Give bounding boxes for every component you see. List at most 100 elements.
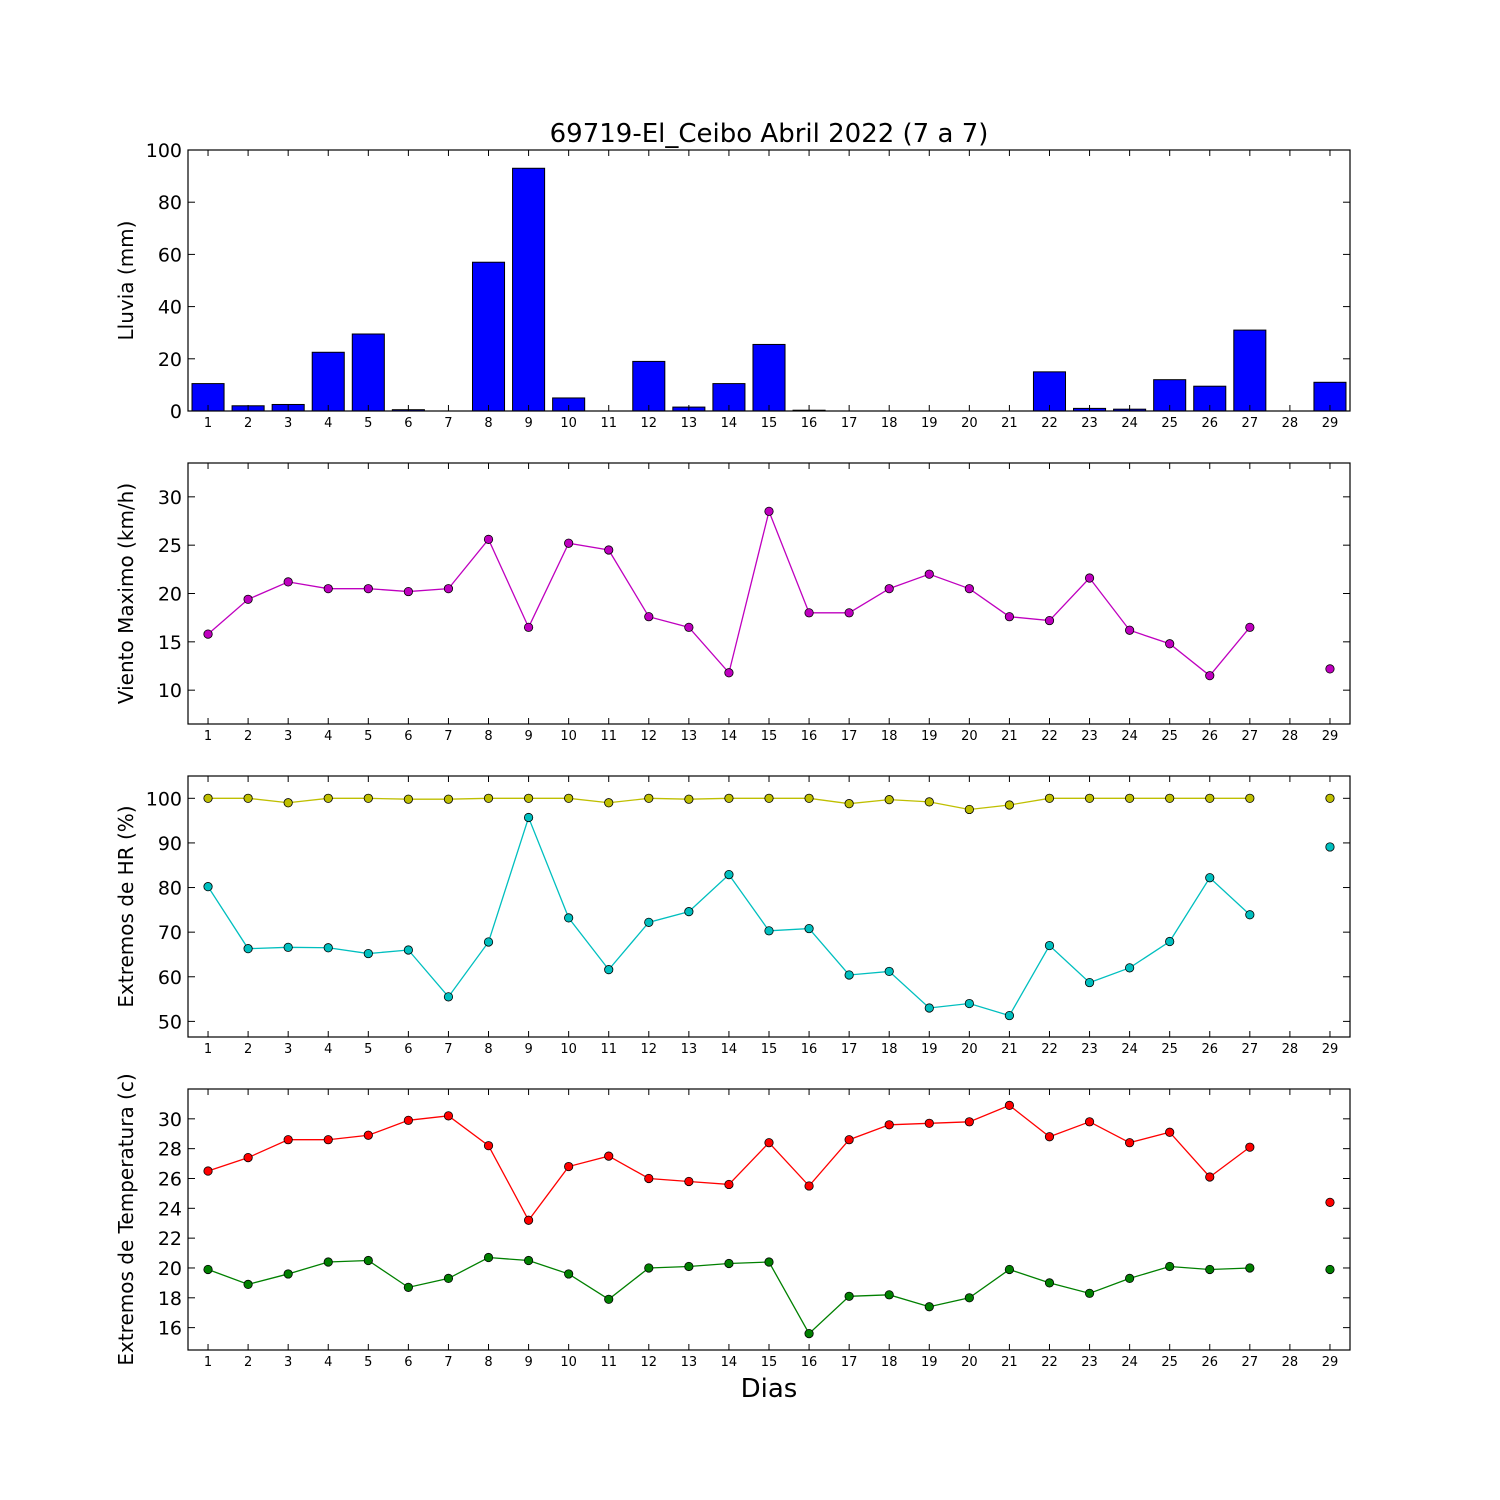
- x-tick-label: 1: [204, 416, 212, 431]
- panel-4-series-1-point-day-14: [724, 1179, 734, 1190]
- panel-3-series-2-point-day-15: [764, 926, 774, 936]
- rain-bar-day-9: [512, 167, 546, 412]
- panel-4-series-2-point-day-25: [1165, 1261, 1175, 1272]
- y-tick-label: 28: [158, 1139, 182, 1161]
- x-tick-label: 23: [1081, 1355, 1098, 1370]
- panel-3-series-1-point-day-1: [203, 793, 213, 803]
- panel-4-series-2-point-day-9: [523, 1255, 534, 1266]
- x-tick-label: 25: [1161, 416, 1178, 431]
- panel-3-series-1-point-day-25: [1165, 793, 1175, 803]
- panel-4-series-2-point-day-17: [844, 1291, 854, 1301]
- panel-2-series-1-point-day-29: [1325, 664, 1335, 674]
- panel-2-series-1-point-day-26: [1205, 671, 1215, 681]
- x-tick-label: 5: [364, 1355, 372, 1370]
- panel-3-series-1-point-day-29: [1325, 793, 1335, 803]
- y-tick-label: 50: [158, 1011, 182, 1033]
- x-tick-label: 12: [641, 416, 658, 431]
- panel-2-series-1-point-day-16: [804, 608, 814, 618]
- y-tick-label: 26: [158, 1168, 182, 1190]
- x-tick-label: 14: [721, 416, 738, 431]
- y-tick-label: 90: [158, 833, 182, 855]
- panel-4-series-1-point-day-8: [483, 1141, 494, 1151]
- x-tick-label: 24: [1121, 1042, 1138, 1057]
- x-tick-label: 12: [641, 1042, 658, 1057]
- panel-3-y-axis-label: Extremos de HR (%): [114, 805, 138, 1007]
- panel-3-series-1-point-day-23: [1084, 793, 1095, 803]
- rain-bar-day-12: [632, 360, 666, 412]
- panel-4-series-1-point-day-16: [804, 1181, 814, 1191]
- x-tick-label: 7: [444, 729, 452, 744]
- x-tick-label: 14: [721, 1355, 738, 1370]
- x-tick-label: 18: [881, 416, 898, 431]
- panel-3-series-2-point-day-23: [1084, 977, 1095, 988]
- x-tick-label: 10: [560, 729, 577, 744]
- panel-4-series-2-point-day-29: [1325, 1264, 1335, 1275]
- panel-3-series-1-point-day-4: [323, 793, 333, 803]
- x-tick-label: 29: [1322, 729, 1339, 744]
- x-tick-label: 22: [1041, 1042, 1058, 1057]
- x-tick-label: 9: [524, 416, 532, 431]
- x-tick-label: 17: [841, 416, 858, 431]
- x-tick-label: 24: [1121, 1355, 1138, 1370]
- x-tick-label: 8: [484, 1355, 492, 1370]
- y-tick-label: 25: [158, 535, 182, 557]
- x-tick-label: 13: [681, 1355, 698, 1370]
- y-tick-label: 18: [158, 1288, 182, 1310]
- x-tick-label: 27: [1242, 729, 1259, 744]
- panel-4-series-1-point-day-20: [964, 1117, 974, 1127]
- panel-3-series-2-point-day-27: [1245, 910, 1255, 920]
- x-tick-label: 1: [204, 1355, 212, 1370]
- panel-3-series-1-point-day-6: [403, 794, 413, 804]
- panel-3-series-2-point-day-26: [1205, 873, 1215, 883]
- x-tick-label: 3: [284, 1042, 292, 1057]
- y-tick-label: 24: [158, 1198, 182, 1220]
- x-tick-label: 4: [324, 1042, 332, 1057]
- panel-3-series-2-line: [207, 815, 1251, 1017]
- x-tick-label: 1: [204, 1042, 212, 1057]
- chart-title: 69719-El_Ceibo Abril 2022 (7 a 7): [550, 119, 989, 149]
- panel-3-series-2-point-day-3: [283, 942, 293, 952]
- panel-3-series-2-point-day-16: [804, 923, 814, 934]
- x-tick-label: 17: [841, 729, 858, 744]
- x-tick-label: 26: [1201, 416, 1218, 431]
- x-tick-label: 11: [600, 729, 617, 744]
- panel-2-series-1-point-day-18: [884, 584, 894, 594]
- x-tick-label: 6: [404, 1042, 412, 1057]
- x-tick-label: 3: [284, 729, 292, 744]
- x-tick-label: 9: [524, 729, 532, 744]
- x-tick-label: 15: [761, 729, 778, 744]
- panel-3-series-1-point-day-20: [964, 804, 974, 815]
- x-tick-label: 4: [324, 416, 332, 431]
- x-tick-label: 5: [364, 416, 372, 431]
- panel-3-series-1-point-day-24: [1125, 793, 1135, 803]
- panel-4-series-1-point-day-27: [1245, 1142, 1255, 1152]
- x-tick-label: 25: [1161, 729, 1178, 744]
- y-tick-label: 20: [158, 349, 182, 371]
- x-tick-label: 18: [881, 1042, 898, 1057]
- x-tick-label: 1: [204, 729, 212, 744]
- panel-4-series-1-point-day-17: [844, 1135, 854, 1145]
- panel-2-series-1-point-day-17: [844, 608, 854, 618]
- x-tick-label: 7: [444, 1355, 452, 1370]
- panel-2-series-1-point-day-14: [724, 668, 734, 678]
- x-tick-label: 15: [761, 1042, 778, 1057]
- panel-4-series-1-point-day-9: [523, 1215, 534, 1225]
- panel-3-series-2-point-day-19: [924, 1003, 934, 1013]
- panel-4-series-2-point-day-18: [884, 1290, 894, 1300]
- panel-3-series-2-point-day-29: [1325, 842, 1335, 852]
- panel-2-series-1-point-day-1: [203, 629, 213, 639]
- y-tick-label: 20: [158, 1258, 182, 1280]
- panel-3-series-1-point-day-26: [1205, 793, 1215, 803]
- panel-3-series-2-point-day-18: [884, 966, 894, 977]
- x-tick-label: 5: [364, 729, 372, 744]
- panel-3-series-1-point-day-18: [884, 795, 894, 805]
- panel-2-series-1-point-day-9: [523, 622, 534, 632]
- panel-3-series-1-point-day-11: [604, 798, 614, 808]
- panel-4-series-1-point-day-7: [443, 1111, 454, 1121]
- x-tick-label: 13: [681, 1042, 698, 1057]
- panel-2-series-1-point-day-22: [1044, 615, 1055, 626]
- x-tick-label: 21: [1001, 416, 1018, 431]
- panel-4-series-2-point-day-11: [604, 1294, 614, 1304]
- y-tick-label: 100: [146, 788, 182, 810]
- panel-3-series-2-point-day-1: [203, 882, 213, 892]
